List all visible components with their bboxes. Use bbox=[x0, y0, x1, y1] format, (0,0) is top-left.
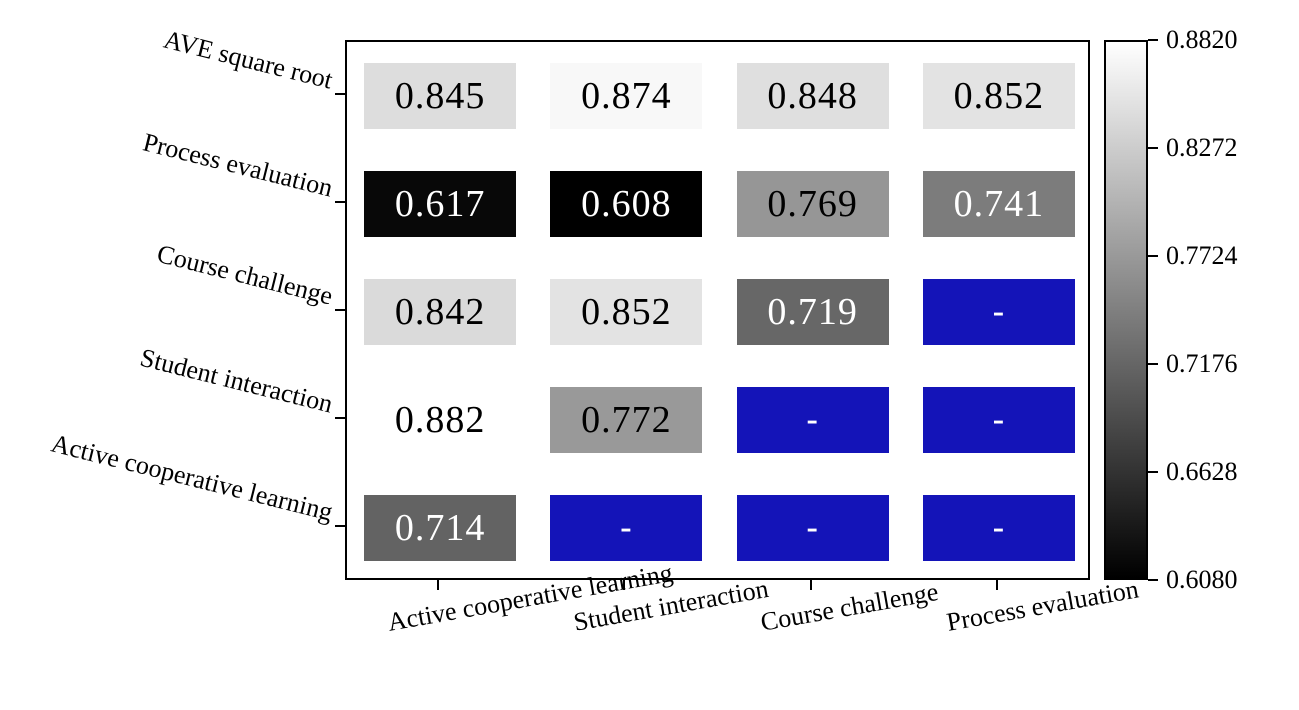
colorbar-tick-5 bbox=[1148, 579, 1158, 581]
y-axis-tick-1 bbox=[335, 201, 345, 203]
x-axis-tick-3 bbox=[995, 580, 998, 590]
heatmap-cell-r3c2: - bbox=[736, 387, 889, 453]
heatmap-cell-r2c3: - bbox=[922, 279, 1075, 345]
y-axis-tick-3 bbox=[335, 417, 345, 419]
y-axis-tick-2 bbox=[335, 309, 345, 311]
row-label-3: Student interaction bbox=[137, 342, 336, 419]
heatmap-cell-r4c3: - bbox=[922, 495, 1075, 561]
heatmap-cell-r3c1: 0.772 bbox=[550, 387, 703, 453]
heatmap-cell-r1c0: 0.617 bbox=[364, 171, 517, 237]
heatmap-cell-r4c1: - bbox=[550, 495, 703, 561]
col-label-2: Course challenge bbox=[758, 577, 941, 637]
heatmap-cell-r4c2: - bbox=[736, 495, 889, 561]
heatmap-cell-r2c0: 0.842 bbox=[364, 279, 517, 345]
heatmap-cell-r0c2: 0.848 bbox=[736, 63, 889, 129]
heatmap-cell-r1c1: 0.608 bbox=[550, 171, 703, 237]
heatmap-cell-r0c0: 0.845 bbox=[364, 63, 517, 129]
heatmap-cell-r1c2: 0.769 bbox=[736, 171, 889, 237]
row-label-0: AVE square root bbox=[160, 24, 336, 95]
colorbar-tick-3 bbox=[1148, 363, 1158, 365]
colorbar-tick-4 bbox=[1148, 471, 1158, 473]
y-axis-tick-0 bbox=[335, 93, 345, 95]
heatmap-cell-r0c1: 0.874 bbox=[550, 63, 703, 129]
x-axis-tick-0 bbox=[437, 580, 440, 590]
heatmap-cell-r2c2: 0.719 bbox=[736, 279, 889, 345]
colorbar-tick-label-0: 0.8820 bbox=[1166, 25, 1238, 54]
colorbar-gradient bbox=[1104, 40, 1148, 580]
colorbar-tick-label-4: 0.6628 bbox=[1166, 457, 1238, 486]
y-axis-tick-4 bbox=[335, 525, 345, 527]
heatmap-cell-r3c3: - bbox=[922, 387, 1075, 453]
heatmap-cell-r3c0: 0.882 bbox=[364, 387, 517, 453]
colorbar-tick-1 bbox=[1148, 147, 1158, 149]
x-axis-tick-1 bbox=[623, 580, 626, 590]
colorbar-tick-2 bbox=[1148, 255, 1158, 257]
colorbar-tick-label-2: 0.7724 bbox=[1166, 241, 1238, 270]
row-label-2: Course challenge bbox=[154, 238, 336, 311]
heatmap-cell-r2c1: 0.852 bbox=[550, 279, 703, 345]
colorbar-tick-label-5: 0.6080 bbox=[1166, 565, 1238, 594]
heatmap-cell-r1c3: 0.741 bbox=[922, 171, 1075, 237]
col-label-3: Process evaluation bbox=[944, 574, 1141, 637]
x-axis-tick-2 bbox=[809, 580, 812, 590]
heatmap-cell-r0c3: 0.852 bbox=[922, 63, 1075, 129]
colorbar-tick-label-1: 0.8272 bbox=[1166, 133, 1238, 162]
colorbar-tick-0 bbox=[1148, 39, 1158, 41]
plot-area: 0.845 0.874 0.848 0.852 0.617 0.608 0.769 0.741… bbox=[345, 40, 1090, 580]
heatmap-cell-r4c0: 0.714 bbox=[364, 495, 517, 561]
colorbar-tick-label-3: 0.7176 bbox=[1166, 349, 1238, 378]
row-label-1: Process evaluation bbox=[140, 127, 336, 203]
row-label-4: Active cooperative learning bbox=[48, 428, 336, 527]
